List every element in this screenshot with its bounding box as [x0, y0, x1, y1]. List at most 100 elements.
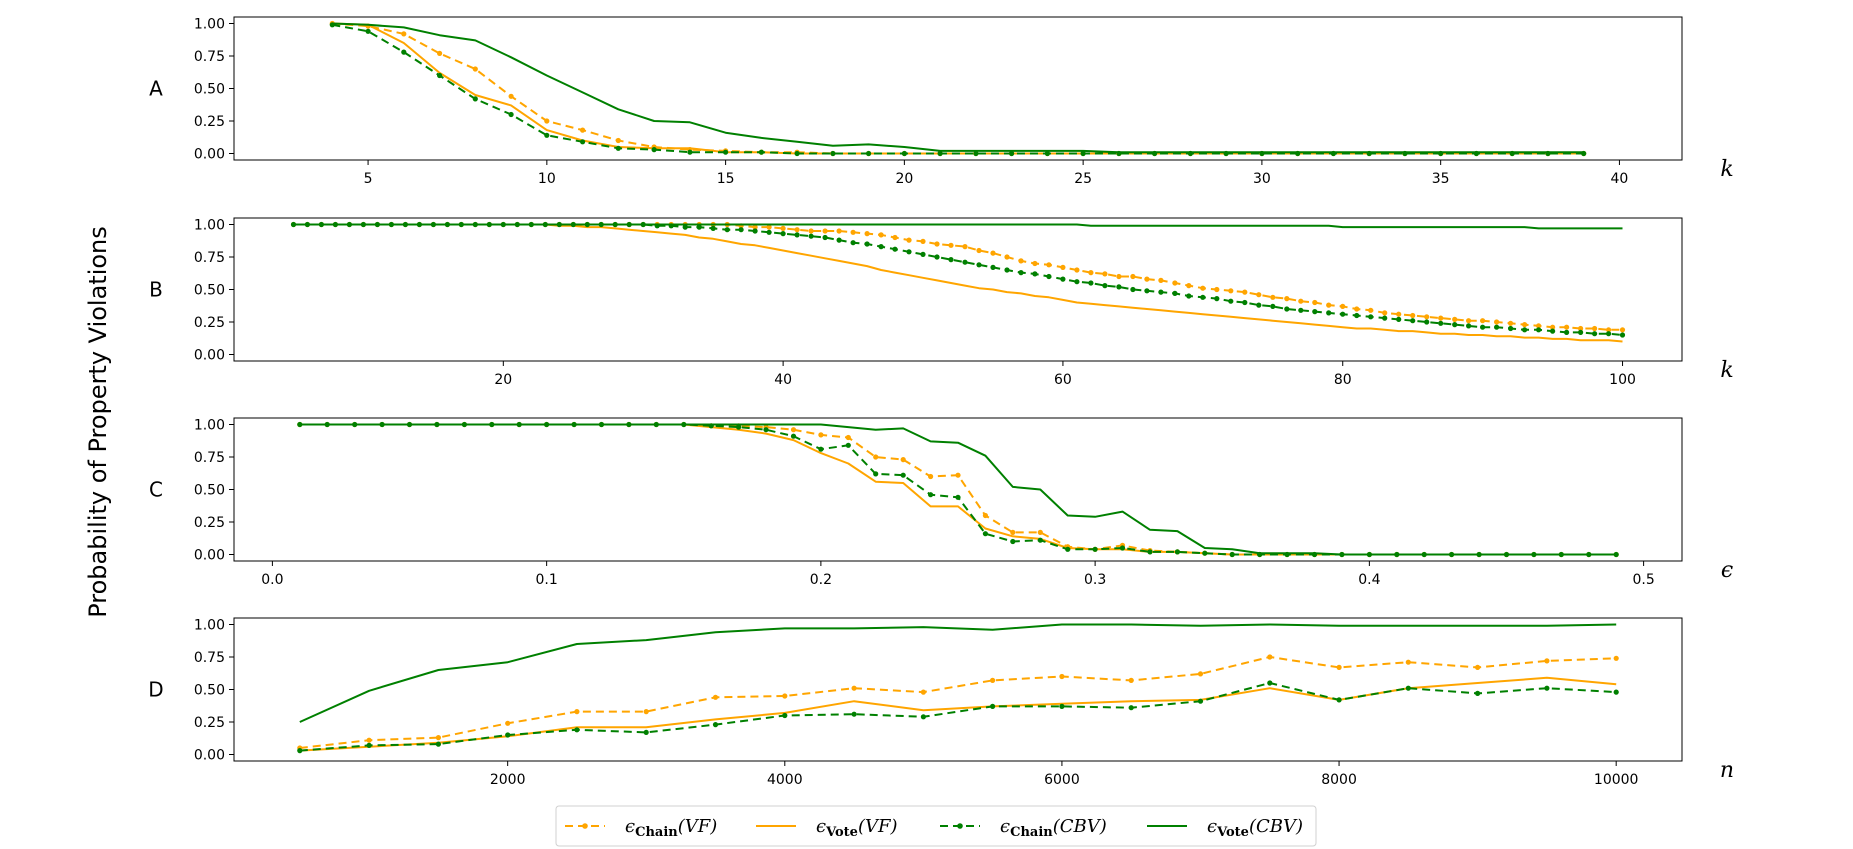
- data-point: [1102, 271, 1108, 277]
- data-point: [1172, 290, 1178, 296]
- x-tick-label: 10: [538, 171, 556, 187]
- data-point: [752, 228, 758, 234]
- data-point: [1396, 316, 1402, 322]
- series-line: [332, 22, 1584, 155]
- legend-sub: Vote: [1216, 825, 1249, 840]
- data-point: [1256, 292, 1262, 298]
- data-point: [920, 714, 927, 720]
- data-point: [934, 241, 940, 247]
- data-point: [1092, 546, 1098, 552]
- data-point: [1613, 655, 1619, 661]
- data-point: [1186, 293, 1192, 299]
- data-point: [1102, 283, 1108, 289]
- x-tick-label: 6000: [1044, 772, 1080, 788]
- data-point: [1312, 299, 1318, 306]
- data-point: [1037, 537, 1043, 543]
- x-tick-label: 20: [895, 171, 913, 187]
- series-line: [293, 223, 1623, 343]
- legend-entry: ϵChain(CBV): [940, 816, 1107, 840]
- data-point: [948, 257, 954, 263]
- legend-marker: [957, 823, 963, 829]
- data-point: [864, 231, 870, 237]
- series-line: [293, 223, 1623, 331]
- data-point: [920, 238, 926, 244]
- data-point: [1382, 310, 1388, 316]
- data-point: [1606, 331, 1612, 337]
- data-point: [830, 150, 836, 157]
- y-tick-label: 1.00: [194, 618, 225, 634]
- data-point: [1128, 677, 1134, 684]
- x-tick-label: 35: [1432, 171, 1450, 187]
- series-line: [299, 656, 1617, 749]
- data-point: [1536, 327, 1542, 333]
- data-point: [878, 244, 884, 250]
- data-point: [1267, 680, 1273, 686]
- x-tick-label: 5: [364, 171, 373, 187]
- data-point: [580, 139, 586, 145]
- data-point: [710, 225, 716, 231]
- data-point: [1396, 311, 1402, 317]
- series-line: [332, 22, 1584, 155]
- data-point: [878, 232, 884, 238]
- data-point: [1466, 323, 1472, 329]
- data-point: [1044, 150, 1050, 157]
- x-tick-label: 0.2: [810, 572, 832, 588]
- data-point: [1046, 262, 1052, 268]
- data-point: [752, 224, 758, 230]
- data-point: [822, 228, 828, 234]
- data-point: [1619, 327, 1626, 333]
- data-point: [1544, 658, 1550, 664]
- x-tick-label: 0.4: [1358, 572, 1380, 588]
- series-1: [297, 654, 1619, 751]
- legend-entry: ϵChain(VF): [565, 816, 717, 840]
- x-tick-label: 40: [1611, 171, 1629, 187]
- series-line: [299, 423, 1617, 556]
- data-point: [1128, 705, 1134, 711]
- series-line: [299, 676, 1617, 752]
- y-tick-label: 0.75: [194, 450, 225, 466]
- data-point: [696, 224, 702, 230]
- data-point: [990, 264, 996, 270]
- y-tick-label: 0.50: [194, 82, 225, 98]
- plot-frame: [233, 16, 1683, 161]
- y-tick-label: 0.75: [194, 250, 225, 266]
- legend-sub: Vote: [825, 825, 858, 840]
- y-tick-label: 0.75: [194, 650, 225, 666]
- data-point: [574, 727, 580, 733]
- data-point: [982, 531, 989, 537]
- data-point: [435, 741, 441, 747]
- data-point: [366, 737, 372, 743]
- data-point: [1544, 685, 1550, 691]
- data-point: [1564, 329, 1570, 335]
- data-point: [962, 259, 968, 265]
- data-point: [365, 28, 371, 34]
- data-point: [435, 735, 441, 741]
- data-point: [1382, 315, 1388, 321]
- data-point: [472, 66, 478, 72]
- legend-sub: Chain: [635, 825, 678, 840]
- data-point: [1147, 549, 1153, 555]
- y-axis-label: Probability of Property Violations: [84, 226, 112, 618]
- series-4: [293, 223, 1623, 230]
- series-3: [329, 22, 1587, 157]
- series-line: [332, 22, 1584, 154]
- data-point: [1018, 258, 1024, 264]
- data-point: [766, 229, 772, 235]
- data-point: [845, 442, 851, 448]
- data-point: [1186, 283, 1192, 289]
- data-point: [1065, 546, 1071, 552]
- data-point: [906, 249, 912, 255]
- series-1: [329, 20, 1587, 157]
- data-point: [928, 492, 934, 498]
- data-point: [794, 227, 800, 233]
- data-point: [1080, 150, 1086, 157]
- series-3: [290, 221, 1626, 338]
- data-point: [990, 250, 996, 256]
- series-line: [299, 682, 1617, 752]
- data-point: [808, 233, 814, 239]
- data-point: [366, 742, 372, 749]
- data-point: [544, 132, 550, 138]
- series-line: [293, 223, 1623, 230]
- data-point: [1010, 529, 1016, 536]
